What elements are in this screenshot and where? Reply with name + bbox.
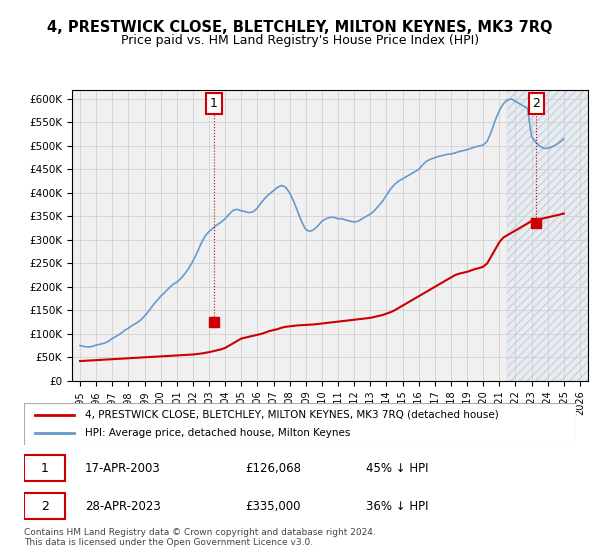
FancyBboxPatch shape: [24, 403, 576, 445]
Text: Price paid vs. HM Land Registry's House Price Index (HPI): Price paid vs. HM Land Registry's House …: [121, 34, 479, 46]
Text: 1: 1: [41, 462, 49, 475]
Text: HPI: Average price, detached house, Milton Keynes: HPI: Average price, detached house, Milt…: [85, 428, 350, 438]
FancyBboxPatch shape: [24, 455, 65, 482]
Text: 36% ↓ HPI: 36% ↓ HPI: [366, 500, 429, 512]
Text: 2: 2: [532, 97, 541, 110]
Text: £335,000: £335,000: [245, 500, 301, 512]
Text: 17-APR-2003: 17-APR-2003: [85, 462, 160, 475]
Text: 1: 1: [210, 97, 218, 110]
Text: 28-APR-2023: 28-APR-2023: [85, 500, 160, 512]
Text: 4, PRESTWICK CLOSE, BLETCHLEY, MILTON KEYNES, MK3 7RQ: 4, PRESTWICK CLOSE, BLETCHLEY, MILTON KE…: [47, 20, 553, 35]
Text: 45% ↓ HPI: 45% ↓ HPI: [366, 462, 429, 475]
Text: £126,068: £126,068: [245, 462, 301, 475]
FancyBboxPatch shape: [24, 493, 65, 519]
Text: Contains HM Land Registry data © Crown copyright and database right 2024.
This d: Contains HM Land Registry data © Crown c…: [24, 528, 376, 547]
Text: 4, PRESTWICK CLOSE, BLETCHLEY, MILTON KEYNES, MK3 7RQ (detached house): 4, PRESTWICK CLOSE, BLETCHLEY, MILTON KE…: [85, 410, 499, 420]
Polygon shape: [508, 90, 588, 381]
Text: 2: 2: [41, 500, 49, 512]
